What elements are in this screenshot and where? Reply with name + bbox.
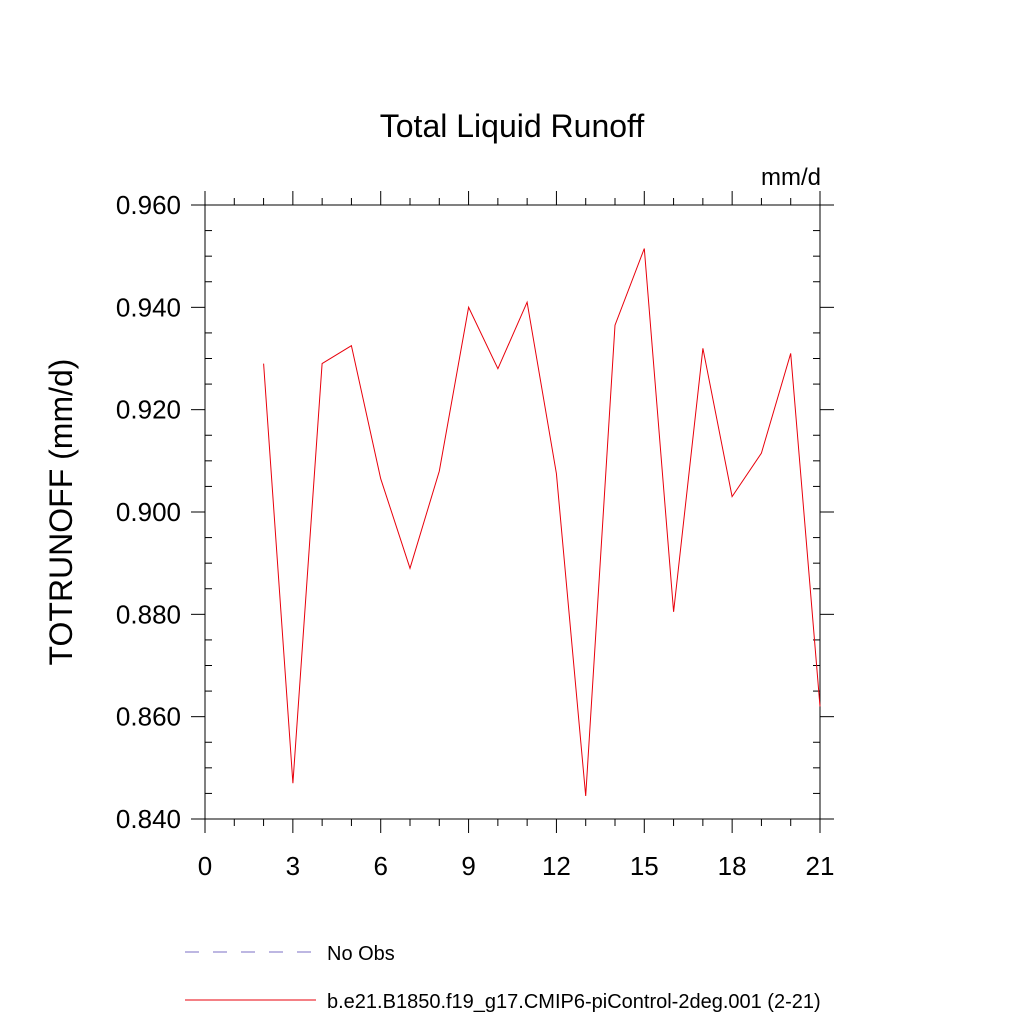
legend: No Obs b.e21.B1850.f19_g17.CMIP6-piContro…	[185, 943, 821, 1013]
x-tick-label: 0	[198, 851, 212, 881]
x-tick-label: 15	[630, 851, 659, 881]
axis-ticks: 0 3 6 9 12 15 18 21 0.840 0.860 0.880 0.900 0.920 0.9…	[116, 190, 835, 881]
y-tick-label: 0.900	[116, 497, 181, 527]
x-tick-label: 3	[286, 851, 300, 881]
legend-label: b.e21.B1850.f19_g17.CMIP6-piControl-2deg…	[327, 991, 821, 1013]
y-tick-label: 0.880	[116, 599, 181, 629]
y-tick-label: 0.940	[116, 292, 181, 322]
x-tick-label: 9	[461, 851, 475, 881]
y-tick-label: 0.960	[116, 190, 181, 220]
y-tick-label: 0.920	[116, 395, 181, 425]
y-tick-label: 0.840	[116, 804, 181, 834]
units-label: mm/d	[761, 164, 821, 191]
x-tick-label: 6	[373, 851, 387, 881]
series-line	[263, 248, 821, 797]
chart-title: Total Liquid Runoff	[380, 108, 645, 144]
series-layer	[263, 248, 821, 797]
x-tick-label: 12	[542, 851, 571, 881]
x-tick-label: 18	[718, 851, 747, 881]
y-axis-label: TOTRUNOFF (mm/d)	[43, 359, 79, 666]
legend-label: No Obs	[327, 943, 395, 965]
y-tick-label: 0.860	[116, 702, 181, 732]
x-tick-label: 21	[806, 851, 835, 881]
